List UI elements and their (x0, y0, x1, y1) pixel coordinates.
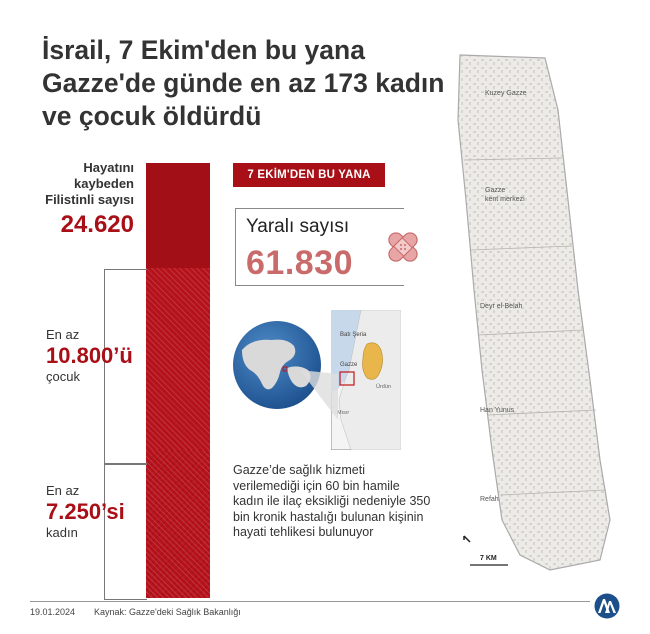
deaths-label-line-1: Hayatını (83, 160, 134, 175)
aa-logo-icon (594, 593, 620, 619)
inset-map: Batı Şeria Gazze Ürdün Mısır (331, 310, 401, 450)
gaza-strip-map: Kuzey Gazze Gazze kent merkezi Deyr el-B… (457, 54, 611, 571)
inset-label-gaza: Gazze (340, 362, 358, 368)
since-badge: 7 EKİM'DEN BU YANA (233, 163, 385, 187)
deaths-label-line-3: Filistinli sayısı (45, 192, 134, 207)
globe-icon (233, 321, 321, 409)
inset-label-egypt: Mısır (337, 410, 349, 416)
map-label-center-1: Gazze (485, 187, 505, 194)
casualty-bar (146, 163, 210, 598)
women-prefix: En az (46, 483, 80, 498)
title-line-2: Gazze'de günde en az 173 kadın (42, 68, 445, 98)
map-label-khan: Han Yunus (480, 407, 515, 414)
inset-connector (300, 370, 338, 420)
children-label: En az 10.800’ü çocuk (46, 327, 133, 385)
title-line-3: ve çocuk öldürdü (42, 101, 262, 131)
children-suffix: çocuk (46, 369, 80, 384)
bandage-icon (388, 232, 418, 262)
bar-segment-total (146, 163, 210, 268)
health-note: Gazze’de sağlık hizmeti verilemediği içi… (233, 463, 431, 539)
deaths-label-line-2: kaybeden (74, 176, 134, 191)
children-bracket (104, 269, 147, 465)
deaths-label: Hayatını kaybeden Filistinli sayısı (30, 160, 134, 208)
map-label-deir: Deyr el-Belah (480, 303, 523, 310)
scale-label: 7 KM (480, 555, 497, 562)
children-value: 10.800’ü (46, 343, 133, 368)
inset-label-jordan: Ürdün (376, 383, 391, 390)
women-bracket (104, 463, 147, 600)
deaths-value: 24.620 (60, 211, 134, 238)
north-arrow-icon (463, 535, 471, 543)
women-value: 7.250’si (46, 499, 125, 524)
women-label: En az 7.250’si kadın (46, 483, 125, 541)
bar-segment-children (146, 268, 210, 450)
inset-label-west-bank: Batı Şeria (340, 332, 367, 338)
map-label-center-2: kent merkezi (485, 196, 525, 203)
footer-divider (30, 601, 590, 602)
map-label-rafah: Refah (480, 496, 499, 503)
injured-box (235, 208, 404, 286)
footer-date: 19.01.2024 (30, 607, 76, 617)
women-suffix: kadın (46, 525, 78, 540)
injured-value: 61.830 (246, 244, 353, 282)
footer-source: Kaynak: Gazze'deki Sağlık Bakanlığı (94, 607, 241, 617)
bar-segment-women (146, 450, 210, 598)
title-line-1: İsrail, 7 Ekim'den bu yana (42, 35, 365, 65)
page-title: İsrail, 7 Ekim'den bu yana Gazze'de günd… (42, 34, 462, 133)
children-prefix: En az (46, 327, 80, 342)
map-label-north: Kuzey Gazze (485, 90, 527, 97)
injured-label: Yaralı sayısı (246, 216, 350, 237)
